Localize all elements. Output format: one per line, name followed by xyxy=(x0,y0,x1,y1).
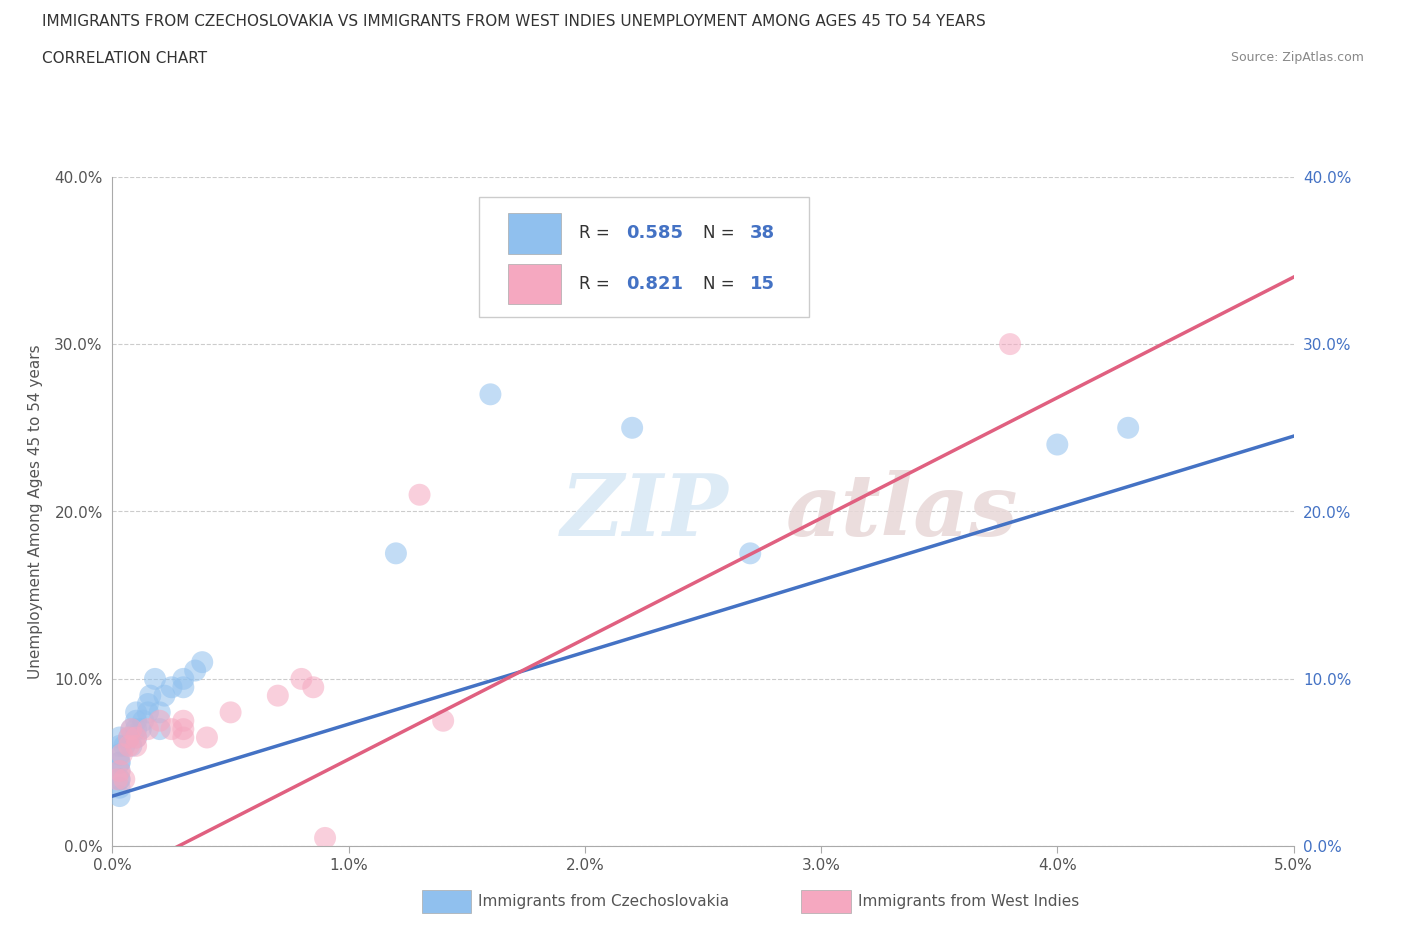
Text: ZIP: ZIP xyxy=(561,470,730,553)
Point xyxy=(385,546,408,561)
Point xyxy=(108,738,131,753)
Text: atlas: atlas xyxy=(786,470,1018,553)
FancyBboxPatch shape xyxy=(508,264,561,304)
Text: N =: N = xyxy=(703,224,740,243)
Point xyxy=(118,738,141,753)
Point xyxy=(1116,420,1139,435)
Point xyxy=(108,755,131,770)
Point xyxy=(432,713,454,728)
Point xyxy=(149,722,172,737)
Point xyxy=(172,671,194,686)
Point xyxy=(139,688,162,703)
Point xyxy=(136,722,159,737)
Point xyxy=(136,705,159,720)
Text: 15: 15 xyxy=(751,275,775,293)
Point xyxy=(108,747,131,762)
Point xyxy=(125,738,148,753)
Text: Immigrants from Czechoslovakia: Immigrants from Czechoslovakia xyxy=(478,894,730,909)
Point xyxy=(267,688,290,703)
Point xyxy=(408,487,430,502)
Point xyxy=(172,722,194,737)
Point xyxy=(191,655,214,670)
Point xyxy=(1046,437,1069,452)
Point xyxy=(132,713,155,728)
Text: Immigrants from West Indies: Immigrants from West Indies xyxy=(858,894,1078,909)
Point xyxy=(998,337,1021,352)
Y-axis label: Unemployment Among Ages 45 to 54 years: Unemployment Among Ages 45 to 54 years xyxy=(28,344,44,679)
Point xyxy=(302,680,325,695)
Text: CORRELATION CHART: CORRELATION CHART xyxy=(42,51,207,66)
Point xyxy=(118,730,141,745)
Point xyxy=(172,730,194,745)
Text: IMMIGRANTS FROM CZECHOSLOVAKIA VS IMMIGRANTS FROM WEST INDIES UNEMPLOYMENT AMONG: IMMIGRANTS FROM CZECHOSLOVAKIA VS IMMIGR… xyxy=(42,14,986,29)
Point xyxy=(129,722,152,737)
Text: R =: R = xyxy=(579,224,614,243)
Point xyxy=(136,697,159,711)
Point xyxy=(108,772,131,787)
Point xyxy=(125,730,148,745)
Text: 0.585: 0.585 xyxy=(626,224,683,243)
Point xyxy=(160,680,183,695)
Point xyxy=(290,671,312,686)
Point xyxy=(108,755,131,770)
Point xyxy=(125,705,148,720)
Text: N =: N = xyxy=(703,275,740,293)
Point xyxy=(219,705,242,720)
Point xyxy=(149,705,172,720)
Point xyxy=(108,764,131,778)
Text: Source: ZipAtlas.com: Source: ZipAtlas.com xyxy=(1230,51,1364,64)
Point xyxy=(120,722,142,737)
Point xyxy=(120,738,142,753)
Point xyxy=(108,780,131,795)
Point xyxy=(184,663,207,678)
Point xyxy=(172,680,194,695)
Point xyxy=(118,730,141,745)
Point xyxy=(120,722,142,737)
Point xyxy=(108,772,131,787)
Point xyxy=(105,772,128,787)
Point xyxy=(153,688,176,703)
Text: 0.821: 0.821 xyxy=(626,275,683,293)
Point xyxy=(108,789,131,804)
Point xyxy=(112,738,135,753)
Point xyxy=(160,722,183,737)
Point xyxy=(740,245,762,259)
Point xyxy=(125,713,148,728)
Point xyxy=(740,546,762,561)
Point xyxy=(621,420,644,435)
Point xyxy=(479,387,502,402)
Point xyxy=(314,830,336,845)
Point xyxy=(143,671,166,686)
Point xyxy=(111,747,134,762)
Text: R =: R = xyxy=(579,275,614,293)
FancyBboxPatch shape xyxy=(478,197,810,317)
Point xyxy=(149,713,172,728)
Point xyxy=(172,713,194,728)
Text: 38: 38 xyxy=(751,224,775,243)
Point xyxy=(125,730,148,745)
FancyBboxPatch shape xyxy=(508,213,561,254)
Point xyxy=(195,730,218,745)
Point xyxy=(108,730,131,745)
Point xyxy=(108,764,131,778)
Point xyxy=(112,772,135,787)
Point xyxy=(125,722,148,737)
